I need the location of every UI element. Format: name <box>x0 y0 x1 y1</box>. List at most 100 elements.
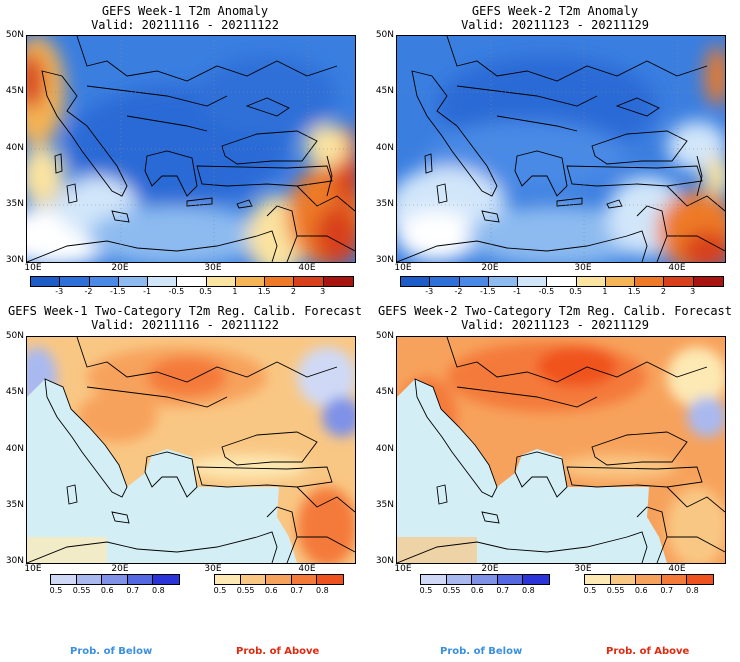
colorbar-tick-label: -0.5 <box>538 287 555 296</box>
colorbar-tick-label: 1 <box>232 287 238 296</box>
panel-week2-probability: GEFS Week-2 Two-Category T2m Reg. Calib.… <box>370 300 740 662</box>
colorbar-swatch <box>576 277 606 286</box>
lat-label-45n: 45N <box>5 387 24 397</box>
colorbar-swatch <box>51 575 77 584</box>
lon-label-20e: 20E <box>111 564 129 574</box>
lon-label-30e: 30E <box>204 263 222 273</box>
colorbar-tick-label: 0.8 <box>522 586 535 595</box>
lat-label-50n: 50N <box>5 30 24 40</box>
colorbar-tick-label: -3 <box>55 287 64 296</box>
colorbar-tick-label: -0.5 <box>168 287 185 296</box>
colorbar-tick-label: 0.5 <box>569 287 582 296</box>
colorbar-tick-label: 0.55 <box>236 586 255 595</box>
panel-title: GEFS Week-1 T2m Anomaly <box>101 4 269 18</box>
colorbar-tick-label: 1.5 <box>627 287 641 296</box>
lon-label-10e: 10E <box>24 263 42 273</box>
lat-label-40n: 40N <box>375 143 394 153</box>
colorbar-swatch <box>488 277 519 286</box>
panel-valid-dates: Valid: 20211116 - 20211122 <box>91 318 279 332</box>
panel-title: GEFS Week-2 Two-Category T2m Reg. Calib.… <box>377 304 732 318</box>
lat-label-35n: 35N <box>375 500 394 510</box>
prob-above-label: Prob. of Above <box>606 646 690 657</box>
lat-label-30n: 30N <box>375 255 394 265</box>
colorbar-swatch <box>118 277 149 286</box>
colorbar-tick-label: 0.5 <box>419 586 433 595</box>
colorbar-tick-label: 0.8 <box>686 586 699 595</box>
anomaly-colorbar-labels: -3 -2 -1.5 -1 -0.5 0.5 1 1.5 2 3 <box>0 287 370 297</box>
probability-map <box>26 336 356 564</box>
colorbar-swatch <box>60 277 90 286</box>
lon-label-10e: 10E <box>394 263 412 273</box>
panel-valid-dates: Valid: 20211123 - 20211129 <box>461 18 649 32</box>
colorbar-swatch <box>664 277 694 286</box>
lon-label-40e: 40E <box>298 564 316 574</box>
colorbar-swatch <box>636 575 662 584</box>
colorbar-swatch <box>102 575 128 584</box>
colorbar-swatch <box>265 277 295 286</box>
colorbar-tick-label: 1.5 <box>257 287 271 296</box>
panel-week1-probability: GEFS Week-1 Two-Category T2m Reg. Calib.… <box>0 300 370 662</box>
colorbar-tick-label: 0.6 <box>100 586 114 595</box>
colorbar-swatch <box>693 277 723 286</box>
panel-title: GEFS Week-1 Two-Category T2m Reg. Calib.… <box>7 304 362 318</box>
below-colorbar <box>420 574 550 585</box>
below-colorbar-labels: 0.5 0.55 0.6 0.7 0.8 <box>0 586 370 596</box>
colorbar-tick-label: 0.55 <box>72 586 91 595</box>
colorbar-swatch <box>661 575 688 584</box>
colorbar-swatch <box>235 277 266 286</box>
panel-week2-anomaly: GEFS Week-2 T2m Anomaly Valid: 20211123 … <box>370 0 740 300</box>
anomaly-map <box>26 35 356 263</box>
colorbar-tick-label: -1.5 <box>110 287 126 296</box>
colorbar-swatch <box>240 575 267 584</box>
colorbar-tick-label: 0.6 <box>470 586 484 595</box>
colorbar-tick-label: 0.5 <box>583 586 597 595</box>
colorbar-tick-label: 0.7 <box>126 586 140 595</box>
colorbar-tick-label: -2 <box>454 287 463 296</box>
above-colorbar-labels: 0.5 0.55 0.6 0.7 0.8 <box>370 586 740 596</box>
lat-label-50n: 50N <box>375 331 394 341</box>
colorbar-tick-label: 0.8 <box>316 586 329 595</box>
colorbar-tick-label: 0.7 <box>660 586 674 595</box>
colorbar-tick-label: 0.5 <box>199 287 212 296</box>
colorbar-tick-label: 0.55 <box>606 586 625 595</box>
lat-label-50n: 50N <box>5 331 24 341</box>
panel-week1-anomaly: GEFS Week-1 T2m Anomaly Valid: 20211116 … <box>0 0 370 300</box>
colorbar-swatch <box>291 575 318 584</box>
colorbar-swatch <box>177 277 207 286</box>
above-colorbar <box>214 574 344 585</box>
colorbar-swatch <box>153 575 179 584</box>
colorbar-swatch <box>421 575 447 584</box>
lat-label-35n: 35N <box>5 500 24 510</box>
anomaly-map <box>396 35 726 263</box>
colorbar-tick-label: 0.7 <box>496 586 510 595</box>
panel-title: GEFS Week-2 T2m Anomaly <box>471 4 639 18</box>
lat-label-40n: 40N <box>375 444 394 454</box>
colorbar-tick-label: 2 <box>290 287 296 296</box>
colorbar-swatch <box>401 277 431 286</box>
colorbar-swatch <box>31 277 61 286</box>
anomaly-colorbar <box>30 276 354 287</box>
colorbar-swatch <box>76 575 103 584</box>
colorbar-tick-label: 2 <box>660 287 666 296</box>
above-colorbar <box>584 574 714 585</box>
colorbar-tick-label: 3 <box>690 287 696 296</box>
lat-label-40n: 40N <box>5 444 24 454</box>
colorbar-swatch <box>497 575 524 584</box>
colorbar-swatch <box>518 277 548 286</box>
colorbar-swatch <box>635 277 665 286</box>
colorbar-swatch <box>317 575 343 584</box>
lon-label-30e: 30E <box>574 263 592 273</box>
colorbar-tick-label: 3 <box>320 287 326 296</box>
lat-label-50n: 50N <box>375 30 394 40</box>
prob-above-label: Prob. of Above <box>236 646 320 657</box>
lat-label-40n: 40N <box>5 143 24 153</box>
colorbar-tick-label: 0.5 <box>49 586 63 595</box>
colorbar-tick-label: 0.5 <box>213 586 227 595</box>
colorbar-swatch <box>446 575 473 584</box>
lon-label-40e: 40E <box>298 263 316 273</box>
colorbar-tick-label: 0.6 <box>634 586 648 595</box>
colorbar-tick-label: 0.7 <box>290 586 304 595</box>
lat-label-35n: 35N <box>375 199 394 209</box>
anomaly-colorbar-labels: -3 -2 -1.5 -1 -0.5 0.5 1 1.5 2 3 <box>370 287 740 297</box>
colorbar-swatch <box>148 277 178 286</box>
